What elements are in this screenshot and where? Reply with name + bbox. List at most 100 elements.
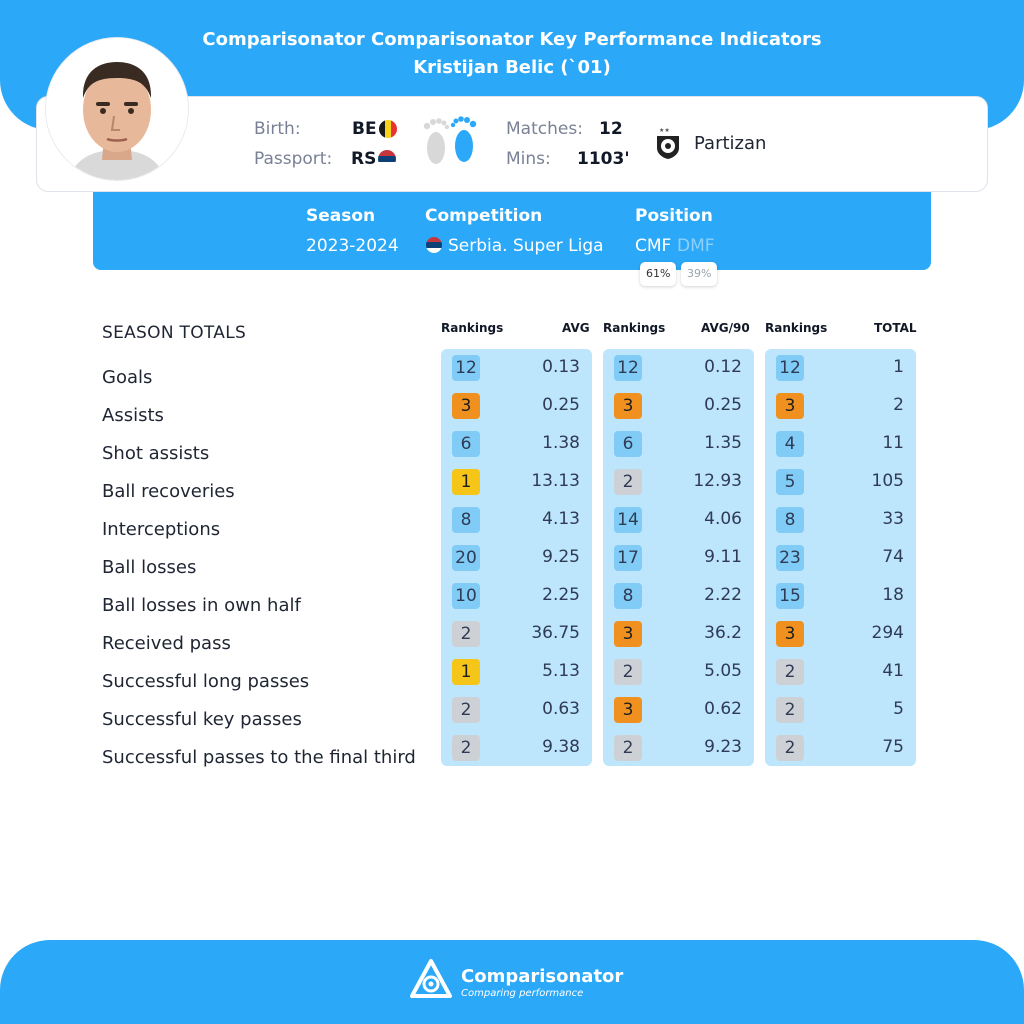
- rank-badge-total: 12: [776, 355, 804, 381]
- position-secondary: DMF: [677, 236, 715, 256]
- rank-badge-avg: 2: [452, 621, 480, 647]
- value-avg90: 5.05: [704, 661, 742, 681]
- rank-badge-avg90: 17: [614, 545, 642, 571]
- metric-label: Successful passes to the final third: [102, 747, 416, 768]
- value-total: 33: [882, 509, 904, 529]
- rank-badge-avg: 20: [452, 545, 480, 571]
- rank-badge-total: 5: [776, 469, 804, 495]
- section-title: SEASON TOTALS: [102, 323, 247, 343]
- footer-brand: Comparisonator: [461, 966, 624, 987]
- rank-badge-total: 3: [776, 393, 804, 419]
- metric-label: Ball losses: [102, 557, 197, 578]
- value-avg90: 1.35: [704, 433, 742, 453]
- rank-badge-avg: 3: [452, 393, 480, 419]
- serbia-flag-icon: [426, 237, 442, 253]
- value-avg90: 2.22: [704, 585, 742, 605]
- value-avg: 36.75: [531, 623, 580, 643]
- value-avg90: 9.11: [704, 547, 742, 567]
- value-avg90: 4.06: [704, 509, 742, 529]
- matches-label: Matches:: [506, 119, 583, 139]
- value-total: 5: [893, 699, 904, 719]
- value-avg: 0.63: [542, 699, 580, 719]
- value-avg: 0.25: [542, 395, 580, 415]
- rank-badge-avg90: 3: [614, 621, 642, 647]
- value-total: 74: [882, 547, 904, 567]
- value-avg: 4.13: [542, 509, 580, 529]
- value-avg90: 0.25: [704, 395, 742, 415]
- value-avg90: 0.12: [704, 357, 742, 377]
- passport-label: Passport:: [254, 149, 333, 169]
- season-value: 2023-2024: [306, 236, 399, 256]
- value-avg: 9.38: [542, 737, 580, 757]
- rank-badge-total: 2: [776, 697, 804, 723]
- metric-label: Successful key passes: [102, 709, 302, 730]
- col-header-rankings-3: Rankings: [765, 321, 828, 335]
- rank-badge-avg: 1: [452, 659, 480, 685]
- title-line-1: Comparisonator Comparisonator Key Perfor…: [202, 29, 822, 50]
- col-header-rankings-2: Rankings: [603, 321, 666, 335]
- value-avg: 9.25: [542, 547, 580, 567]
- col-header-total: TOTAL: [874, 321, 917, 335]
- season-band: [93, 192, 931, 270]
- rank-badge-avg: 2: [452, 735, 480, 761]
- value-total: 105: [871, 471, 904, 491]
- rank-badge-avg90: 12: [614, 355, 642, 381]
- player-card: [36, 96, 988, 192]
- value-avg: 5.13: [542, 661, 580, 681]
- metric-label: Ball losses in own half: [102, 595, 301, 616]
- rank-badge-avg90: 2: [614, 469, 642, 495]
- value-total: 1: [893, 357, 904, 377]
- rank-badge-avg90: 8: [614, 583, 642, 609]
- value-total: 18: [882, 585, 904, 605]
- rank-badge-avg90: 2: [614, 659, 642, 685]
- rank-badge-total: 23: [776, 545, 804, 571]
- player-photo: [46, 38, 188, 180]
- value-avg90: 12.93: [693, 471, 742, 491]
- position-primary-pct: 61%: [640, 262, 677, 286]
- passport-code: RS: [351, 149, 377, 169]
- value-avg: 1.38: [542, 433, 580, 453]
- svg-text:★★: ★★: [659, 127, 670, 134]
- rank-badge-avg90: 2: [614, 735, 642, 761]
- rank-badge-avg90: 3: [614, 393, 642, 419]
- metric-label: Successful long passes: [102, 671, 310, 692]
- col-header-rankings-1: Rankings: [441, 321, 504, 335]
- metric-label: Goals: [102, 367, 153, 388]
- rank-badge-total: 2: [776, 735, 804, 761]
- rank-badge-avg: 6: [452, 431, 480, 457]
- value-avg90: 36.2: [704, 623, 742, 643]
- metric-label: Interceptions: [102, 519, 221, 540]
- value-avg90: 0.62: [704, 699, 742, 719]
- value-total: 11: [882, 433, 904, 453]
- rank-badge-avg: 1: [452, 469, 480, 495]
- value-total: 294: [871, 623, 904, 643]
- page-title: Comparisonator Comparisonator Key Perfor…: [0, 26, 1024, 82]
- value-total: 2: [893, 395, 904, 415]
- footer-band: [0, 940, 1024, 1024]
- footer-tagline: Comparing performance: [461, 988, 584, 999]
- club-name: Partizan: [694, 133, 767, 154]
- value-avg: 2.25: [542, 585, 580, 605]
- value-avg: 0.13: [542, 357, 580, 377]
- feet-icon: [423, 116, 477, 164]
- rank-badge-avg: 8: [452, 507, 480, 533]
- mins-value: 1103': [577, 149, 630, 169]
- position-label: Position: [635, 206, 713, 226]
- position-secondary-pct: 39%: [681, 262, 718, 286]
- belgium-flag-icon: [379, 120, 397, 138]
- rank-badge-total: 4: [776, 431, 804, 457]
- competition-value: Serbia. Super Liga: [448, 236, 604, 256]
- metric-label: Assists: [102, 405, 164, 426]
- rank-badge-avg: 12: [452, 355, 480, 381]
- title-line-2: Kristijan Belic (`01): [413, 57, 611, 78]
- metric-label: Ball recoveries: [102, 481, 235, 502]
- matches-value: 12: [599, 119, 623, 139]
- metric-label: Shot assists: [102, 443, 210, 464]
- birth-code: BE: [352, 119, 377, 139]
- col-header-avg90: AVG/90: [701, 321, 750, 335]
- rank-badge-avg: 10: [452, 583, 480, 609]
- rank-badge-total: 15: [776, 583, 804, 609]
- partizan-crest-icon: ★★: [657, 127, 679, 159]
- rank-badge-avg90: 14: [614, 507, 642, 533]
- competition-label: Competition: [425, 206, 543, 226]
